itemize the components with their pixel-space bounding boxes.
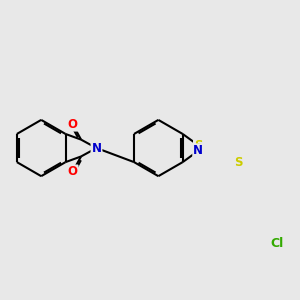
Text: O: O	[68, 165, 78, 178]
Text: S: S	[234, 156, 242, 169]
Text: N: N	[92, 142, 101, 154]
Text: S: S	[194, 139, 203, 152]
Text: N: N	[193, 144, 203, 157]
Text: Cl: Cl	[270, 237, 283, 250]
Text: O: O	[68, 118, 78, 130]
